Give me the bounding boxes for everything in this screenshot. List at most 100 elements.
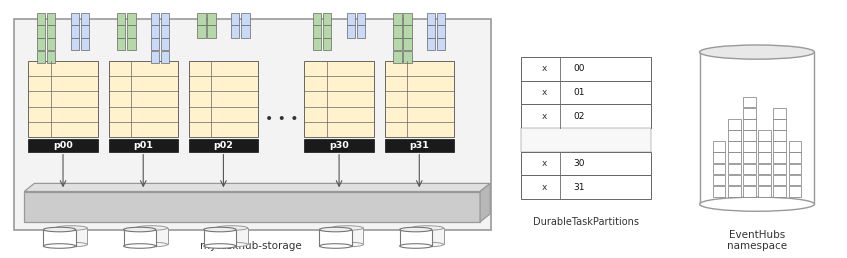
Bar — [70, 38, 79, 50]
Bar — [789, 141, 801, 152]
Bar — [385, 139, 454, 152]
Bar — [47, 51, 55, 63]
Bar — [412, 228, 444, 245]
Bar — [136, 228, 168, 245]
Bar — [127, 26, 136, 38]
Bar — [346, 26, 355, 38]
Bar — [521, 57, 651, 81]
Bar — [743, 152, 756, 163]
Text: x: x — [541, 64, 547, 74]
Ellipse shape — [331, 242, 363, 247]
Ellipse shape — [700, 45, 814, 59]
Bar — [393, 38, 401, 50]
Text: 31: 31 — [573, 183, 585, 192]
Bar — [241, 26, 250, 38]
Ellipse shape — [204, 227, 236, 232]
Bar — [773, 164, 786, 174]
Bar — [357, 26, 365, 38]
Bar — [189, 61, 258, 137]
Bar — [319, 230, 352, 246]
Bar — [393, 26, 401, 38]
Bar — [728, 164, 740, 174]
Ellipse shape — [55, 242, 87, 247]
Bar — [151, 38, 159, 50]
Text: 02: 02 — [573, 112, 585, 121]
Bar — [323, 26, 331, 38]
Bar — [789, 164, 801, 174]
Bar — [127, 38, 136, 50]
Bar — [108, 139, 178, 152]
Bar — [789, 152, 801, 163]
Bar — [37, 38, 45, 50]
Text: p30: p30 — [329, 141, 349, 150]
Bar — [14, 19, 491, 230]
Bar — [427, 13, 435, 25]
Bar — [37, 26, 45, 38]
Bar — [346, 13, 355, 25]
Bar — [712, 164, 725, 174]
Ellipse shape — [700, 197, 814, 211]
Bar — [117, 26, 125, 38]
Bar — [403, 26, 412, 38]
Bar — [789, 186, 801, 197]
Bar — [743, 130, 756, 141]
Bar — [712, 152, 725, 163]
Text: x: x — [541, 159, 547, 168]
Bar — [437, 13, 446, 25]
Ellipse shape — [136, 242, 168, 247]
Bar — [313, 38, 321, 50]
Bar — [80, 26, 89, 38]
Bar — [773, 108, 786, 118]
Text: p31: p31 — [409, 141, 429, 150]
Ellipse shape — [400, 244, 432, 248]
Bar — [758, 141, 771, 152]
Bar — [151, 13, 159, 25]
Ellipse shape — [412, 242, 444, 247]
Bar — [437, 26, 446, 38]
Ellipse shape — [319, 227, 352, 232]
Text: EventHubs
namespace: EventHubs namespace — [727, 230, 787, 251]
Bar — [743, 186, 756, 197]
Text: p02: p02 — [213, 141, 234, 150]
Bar — [70, 13, 79, 25]
Bar — [127, 13, 136, 25]
Bar — [728, 175, 740, 186]
Bar — [403, 51, 412, 63]
Bar — [304, 61, 374, 137]
Bar — [197, 26, 206, 38]
Bar — [161, 26, 169, 38]
Bar — [773, 119, 786, 130]
Text: p00: p00 — [53, 141, 73, 150]
Ellipse shape — [136, 226, 168, 230]
Bar — [393, 13, 401, 25]
Bar — [773, 175, 786, 186]
Ellipse shape — [55, 226, 87, 230]
Bar — [231, 26, 240, 38]
Text: p01: p01 — [133, 141, 153, 150]
Bar — [80, 38, 89, 50]
Bar — [743, 97, 756, 107]
Bar — [357, 13, 365, 25]
Bar — [773, 130, 786, 141]
Bar — [161, 51, 169, 63]
Ellipse shape — [216, 242, 247, 247]
Bar — [151, 26, 159, 38]
Bar — [437, 38, 446, 50]
Bar — [712, 141, 725, 152]
Bar — [521, 104, 651, 128]
Bar — [331, 228, 363, 245]
Bar — [47, 26, 55, 38]
Bar — [400, 230, 432, 246]
Ellipse shape — [331, 226, 363, 230]
Bar — [427, 38, 435, 50]
Bar — [712, 186, 725, 197]
Bar — [758, 175, 771, 186]
Ellipse shape — [319, 244, 352, 248]
Polygon shape — [25, 191, 480, 222]
Bar — [313, 26, 321, 38]
Bar — [385, 61, 454, 137]
Bar — [208, 26, 216, 38]
Bar — [323, 38, 331, 50]
Ellipse shape — [204, 244, 236, 248]
Ellipse shape — [124, 227, 156, 232]
